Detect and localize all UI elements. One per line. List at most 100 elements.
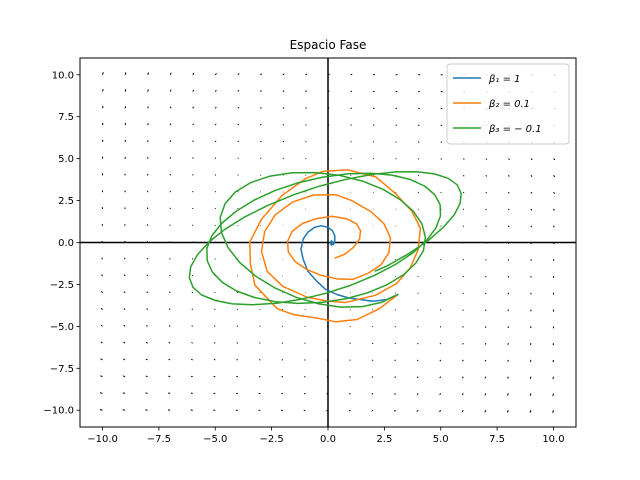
y-tick-label: −10.0 — [43, 406, 74, 417]
quiver-arrow-head — [351, 74, 353, 75]
quiver-arrow-head — [260, 124, 262, 125]
quiver-arrow-head — [238, 107, 240, 108]
legend-label-3: β₃ = − 0.1 — [488, 124, 542, 135]
quiver-arrow-head — [124, 223, 126, 225]
quiver-arrow-head — [283, 90, 285, 92]
quiver-arrow-head — [168, 375, 170, 377]
quiver-arrow-head — [554, 176, 556, 177]
quiver-arrow-head — [123, 325, 125, 326]
x-tick-label: 7.5 — [489, 434, 505, 445]
quiver-arrow-head — [169, 224, 171, 225]
quiver-arrow-head — [507, 411, 509, 413]
quiver-arrow-head — [394, 343, 396, 345]
quiver-arrow-head — [484, 394, 486, 396]
quiver-arrow-head — [417, 343, 418, 345]
quiver-arrow-head — [281, 359, 283, 361]
quiver-arrow-head — [100, 341, 102, 343]
quiver-arrow-head — [530, 344, 532, 346]
quiver-arrow-head — [461, 411, 463, 413]
quiver-arrow-head — [168, 342, 170, 343]
quiver-arrow-head — [213, 342, 215, 344]
quiver-arrow-head — [306, 73, 308, 75]
quiver-arrow-head — [190, 392, 192, 394]
quiver-arrow-head — [371, 410, 373, 412]
quiver-arrow-head — [215, 123, 217, 125]
quiver-arrow-head — [147, 156, 149, 158]
quiver-arrow-head — [191, 325, 193, 327]
quiver-arrow-head — [193, 89, 194, 91]
quiver-arrow-head — [147, 207, 148, 208]
quiver-arrow-head — [508, 243, 509, 245]
quiver-arrow-head — [99, 392, 102, 394]
quiver-arrow-head — [169, 257, 171, 259]
quiver-arrow-head — [145, 375, 147, 377]
quiver-arrow-head — [190, 409, 192, 411]
quiver-arrow-head — [258, 393, 260, 394]
y-tick-label: 5.0 — [58, 154, 74, 165]
quiver-arrow-head — [102, 173, 103, 175]
quiver-arrow-head — [101, 257, 103, 259]
x-tick-label: −5.0 — [203, 434, 227, 445]
quiver-arrow-head — [530, 361, 532, 363]
quiver-arrow-head — [146, 274, 148, 276]
quiver-arrow-head — [191, 342, 192, 343]
quiver-arrow-head — [416, 410, 418, 412]
quiver-arrow-head — [531, 159, 533, 160]
quiver-arrow-head — [485, 344, 486, 345]
quiver-arrow-head — [215, 89, 217, 91]
quiver-arrow-head — [486, 192, 487, 194]
quiver-arrow-head — [190, 375, 192, 377]
quiver-arrow-head — [349, 376, 350, 378]
quiver-arrow-head — [101, 206, 103, 208]
quiver-arrow-head — [440, 326, 441, 328]
quiver-arrow-head — [100, 358, 102, 360]
quiver-arrow-head — [552, 378, 554, 380]
quiver-arrow-head — [508, 277, 509, 278]
quiver-arrow-head — [238, 73, 240, 75]
quiver-arrow-head — [303, 376, 305, 378]
quiver-arrow-head — [169, 291, 170, 293]
quiver-arrow-head — [281, 376, 282, 378]
quiver-arrow-head — [102, 71, 104, 74]
quiver-arrow-head — [170, 140, 171, 141]
quiver-arrow-head — [102, 122, 104, 124]
quiver-arrow-head — [442, 74, 444, 76]
quiver-arrow-head — [509, 159, 510, 160]
quiver-arrow-head — [553, 260, 555, 262]
quiver-arrow-head — [167, 409, 169, 411]
quiver-arrow-head — [147, 190, 149, 192]
quiver-arrow-head — [192, 123, 194, 125]
quiver-arrow-head — [552, 361, 554, 363]
y-tick-label: 0.0 — [58, 238, 74, 249]
quiver-arrow-head — [190, 359, 192, 360]
quiver-arrow-head — [553, 209, 555, 211]
quiver-arrow-head — [192, 190, 194, 192]
y-tick-label: −5.0 — [50, 322, 74, 333]
quiver-arrow-head — [170, 123, 172, 125]
quiver-arrow-head — [101, 190, 103, 191]
quiver-arrow-head — [462, 360, 464, 362]
quiver-arrow-head — [235, 409, 237, 411]
quiver-arrow-head — [147, 72, 149, 74]
x-tick-label: −2.5 — [259, 434, 283, 445]
quiver-arrow-head — [351, 107, 353, 109]
quiver-arrow-head — [168, 308, 170, 310]
quiver-arrow-head — [145, 342, 147, 343]
quiver-arrow-head — [101, 223, 103, 225]
quiver-arrow-head — [213, 359, 215, 360]
legend-label-2: β₂ = 0.1 — [488, 99, 530, 110]
x-tick-label: 5.0 — [433, 434, 449, 445]
quiver-arrow-head — [124, 139, 126, 141]
quiver-arrow-head — [215, 140, 217, 142]
quiver-arrow-head — [463, 158, 465, 160]
quiver-arrow-head — [417, 326, 418, 328]
quiver-arrow-head — [552, 411, 554, 414]
quiver-arrow-head — [124, 173, 126, 175]
quiver-arrow-head — [303, 393, 305, 395]
quiver-arrow-head — [122, 358, 125, 360]
quiver-arrow-head — [170, 106, 172, 108]
quiver-arrow-head — [101, 274, 103, 276]
quiver-arrow-head — [169, 190, 171, 192]
quiver-arrow-head — [125, 72, 127, 74]
quiver-arrow-head — [281, 393, 282, 394]
